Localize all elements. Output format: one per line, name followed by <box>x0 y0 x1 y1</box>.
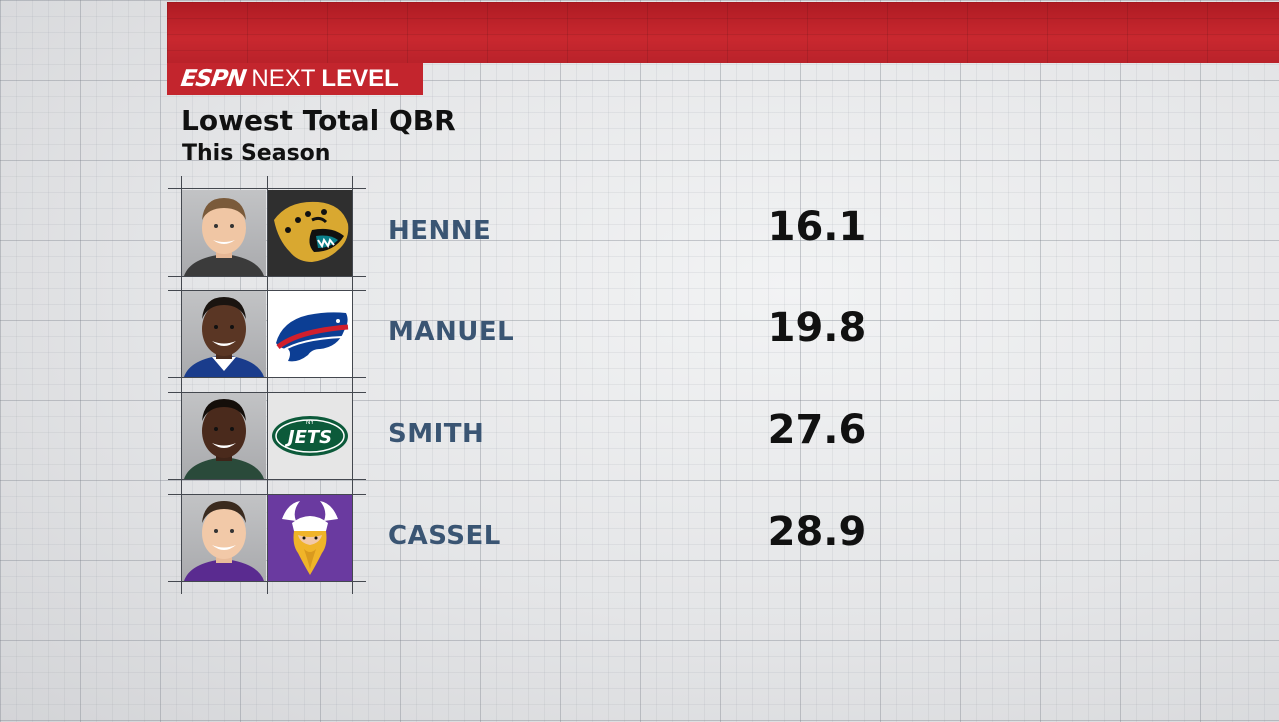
qbr-value: 28.9 <box>767 509 867 555</box>
brand-next: NEXT <box>251 65 316 92</box>
jaguars-logo-icon <box>274 201 349 262</box>
team-logo-box <box>268 291 352 377</box>
team-logo-box: JETS NY <box>268 393 352 479</box>
player-headshot <box>182 393 266 479</box>
svg-text:NY: NY <box>306 419 314 426</box>
player-name: SMITH <box>388 419 485 449</box>
team-logo-box <box>268 190 352 276</box>
qbr-value: 16.1 <box>767 204 867 250</box>
svg-text:JETS: JETS <box>285 427 332 448</box>
player-photo-icon <box>184 297 264 377</box>
player-name: HENNE <box>388 216 492 246</box>
brand-level: LEVEL <box>321 65 399 92</box>
brand-tab: ESPN NEXT LEVEL <box>167 63 423 95</box>
player-row: CASSEL 28.9 <box>182 495 902 581</box>
player-row: JETS NY SMITH 27.6 <box>182 393 902 479</box>
graphic-subtitle: This Season <box>182 141 331 166</box>
team-logo-box <box>268 495 352 581</box>
graphic-title: Lowest Total QBR <box>181 104 456 137</box>
player-name: CASSEL <box>388 521 501 551</box>
jets-logo-icon: JETS NY <box>272 416 348 456</box>
top-red-band <box>167 2 1279 63</box>
player-photo-icon <box>184 198 264 276</box>
espn-logo: ESPN <box>179 66 248 92</box>
qbr-value: 27.6 <box>767 407 867 453</box>
player-photo-icon <box>184 501 264 581</box>
player-headshot <box>182 190 266 276</box>
vikings-logo-icon <box>282 501 338 575</box>
player-row: HENNE 16.1 <box>182 190 902 276</box>
player-name: MANUEL <box>388 317 515 347</box>
frame-line <box>267 176 268 594</box>
player-photo-icon <box>184 399 264 479</box>
player-row: MANUEL 19.8 <box>182 291 902 377</box>
bills-logo-icon <box>276 312 349 362</box>
player-headshot <box>182 495 266 581</box>
frame-line <box>352 176 353 594</box>
qbr-value: 19.8 <box>767 305 867 351</box>
player-headshot <box>182 291 266 377</box>
frame-line <box>181 176 182 594</box>
